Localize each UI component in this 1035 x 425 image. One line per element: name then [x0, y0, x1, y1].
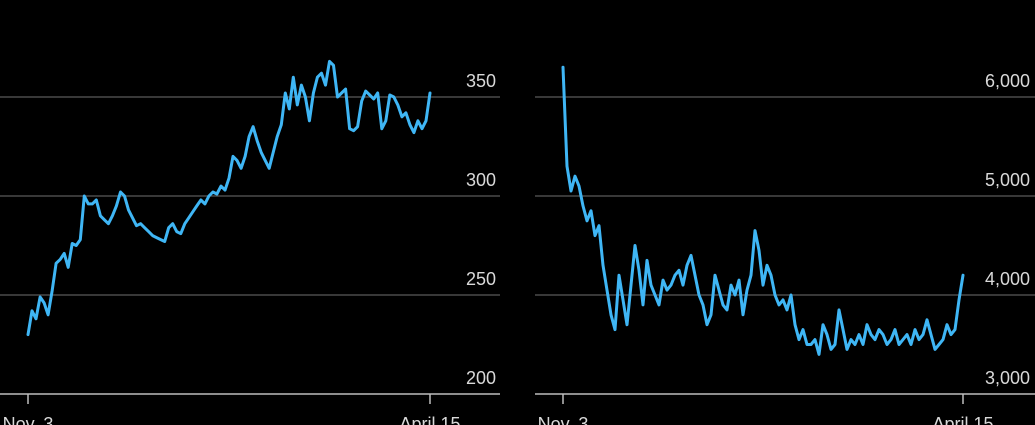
x-tick-label: Nov. 3 — [538, 414, 589, 425]
y-tick-label: 6,000 — [985, 71, 1030, 91]
y-tick-label: 5,000 — [985, 170, 1030, 190]
y-tick-label: 200 — [466, 368, 496, 388]
x-tick-label: April 15 — [399, 414, 460, 425]
y-tick-label: 350 — [466, 71, 496, 91]
x-tick-label: Nov. 3 — [3, 414, 54, 425]
y-tick-label: 3,000 — [985, 368, 1030, 388]
series-line-1 — [26, 59, 432, 337]
series-line-2 — [561, 65, 965, 356]
chart-panel-2: 3,000 4,000 5,000 6,000 Nov. 3 April 15 — [535, 65, 1035, 425]
y-tick-label: 300 — [466, 170, 496, 190]
y-tick-label: 4,000 — [985, 269, 1030, 289]
chart-panel-1: 200 250 300 350 Nov. 3 April 15 — [0, 59, 500, 425]
x-tick-label: April 15 — [932, 414, 993, 425]
y-tick-label: 250 — [466, 269, 496, 289]
